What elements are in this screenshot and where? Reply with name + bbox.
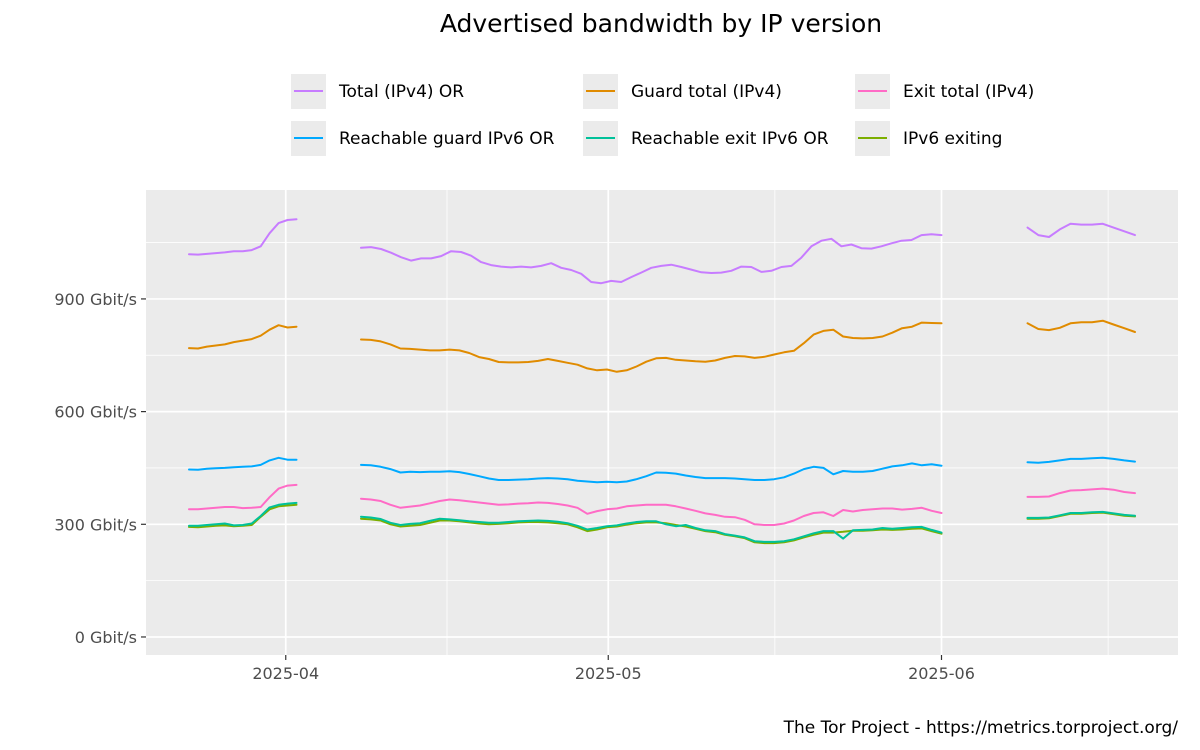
grid-major [146,190,1178,655]
legend-item-exit-total-ipv4: Exit total (IPv4) [855,74,1034,109]
series-line-reachable-guard-ipv6-or [360,462,943,484]
y-tick-label: 300 Gbit/s [54,515,137,534]
series-line-total-ipv4-or [1026,222,1136,238]
plot-panel [146,190,1178,655]
y-tick-label: 600 Gbit/s [54,403,137,422]
series-line-ipv6-exiting [360,517,943,545]
series-line-total-ipv4-or [188,218,298,256]
x-axis: 2025-04 2025-05 2025-06 [252,655,975,683]
series-line-reachable-guard-ipv6-or [188,456,298,471]
legend-item-ipv6-exiting: IPv6 exiting [855,121,1002,156]
legend-label: Guard total (IPv4) [631,82,782,102]
series-line-guard-total-ipv4 [1026,319,1136,333]
series-line-exit-total-ipv4 [188,483,298,511]
legend: Total (IPv4) OR Guard total (IPv4) Exit to… [291,74,1034,156]
y-tick-label: 900 Gbit/s [54,290,137,309]
series-line-reachable-exit-ipv6-or [188,501,298,527]
chart-title: Advertised bandwidth by IP version [440,9,882,38]
legend-label: IPv6 exiting [903,129,1002,149]
x-tick-label: 2025-05 [575,664,642,683]
legend-item-total-ipv4-or: Total (IPv4) OR [291,74,464,109]
series-lines [188,218,1136,545]
series-line-reachable-exit-ipv6-or [360,515,943,543]
series-line-exit-total-ipv4 [1026,487,1136,498]
x-tick-label: 2025-06 [908,664,975,683]
legend-label: Reachable exit IPv6 OR [631,129,829,149]
series-line-guard-total-ipv4 [360,321,943,373]
legend-item-reachable-exit-ipv6-or: Reachable exit IPv6 OR [583,121,829,156]
y-axis: 0 Gbit/s 300 Gbit/s 600 Gbit/s 900 Gbit/s [54,290,146,647]
legend-label: Exit total (IPv4) [903,82,1034,102]
legend-item-reachable-guard-ipv6-or: Reachable guard IPv6 OR [291,121,555,156]
x-tick-label: 2025-04 [252,664,319,683]
series-line-exit-total-ipv4 [360,497,943,526]
series-line-reachable-exit-ipv6-or [1026,510,1136,519]
series-line-guard-total-ipv4 [188,324,298,350]
grid-minor [146,190,1178,655]
series-line-total-ipv4-or [360,233,943,285]
legend-item-guard-total-ipv4: Guard total (IPv4) [583,74,782,109]
legend-label: Total (IPv4) OR [338,82,464,102]
legend-label: Reachable guard IPv6 OR [339,129,555,149]
y-tick-label: 0 Gbit/s [75,628,137,647]
series-line-reachable-guard-ipv6-or [1026,456,1136,464]
caption: The Tor Project - https://metrics.torpro… [783,718,1179,738]
